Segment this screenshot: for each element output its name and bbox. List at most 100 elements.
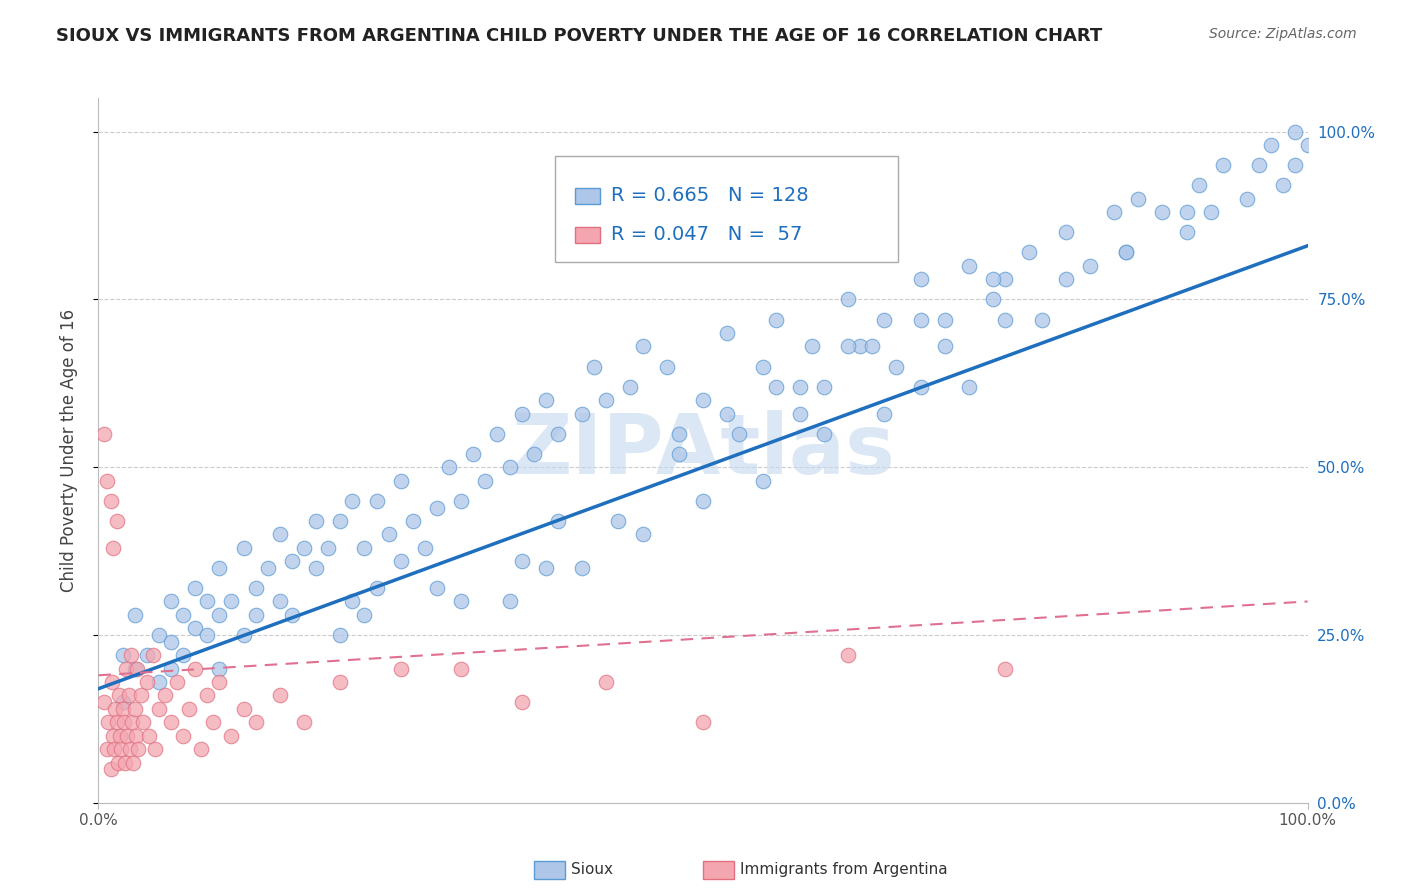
Point xyxy=(910,312,932,326)
Text: SIOUX VS IMMIGRANTS FROM ARGENTINA CHILD POVERTY UNDER THE AGE OF 16 CORRELATION: SIOUX VS IMMIGRANTS FROM ARGENTINA CHILD… xyxy=(56,27,1102,45)
Point xyxy=(994,272,1017,286)
Point xyxy=(389,554,412,568)
Point xyxy=(125,729,148,743)
Point xyxy=(498,594,520,608)
Point xyxy=(143,742,166,756)
Point xyxy=(153,689,176,703)
Point xyxy=(103,742,125,756)
Point xyxy=(208,607,231,622)
Point xyxy=(122,756,145,770)
Point xyxy=(1260,138,1282,153)
Point xyxy=(1212,158,1234,172)
Point xyxy=(132,715,155,730)
Point xyxy=(886,359,908,374)
Point xyxy=(450,662,472,676)
Point xyxy=(232,541,254,555)
Point xyxy=(353,607,375,622)
Point xyxy=(486,426,509,441)
Point xyxy=(127,742,149,756)
Point xyxy=(474,474,496,488)
Point xyxy=(342,594,364,608)
Point xyxy=(1054,225,1077,239)
Point xyxy=(1272,178,1295,193)
Point xyxy=(752,474,775,488)
Point xyxy=(765,312,787,326)
Point xyxy=(547,426,569,441)
Point xyxy=(595,675,617,690)
Point xyxy=(329,514,352,528)
Point xyxy=(232,702,254,716)
Point xyxy=(837,293,859,307)
Point xyxy=(1078,259,1101,273)
Point xyxy=(981,272,1004,286)
Point xyxy=(716,326,738,340)
Point xyxy=(668,426,690,441)
Point xyxy=(728,426,751,441)
Point xyxy=(184,662,207,676)
Point xyxy=(208,561,231,575)
Point xyxy=(1115,245,1137,260)
Point xyxy=(96,742,118,756)
Point xyxy=(437,460,460,475)
Point xyxy=(292,541,315,555)
Point xyxy=(860,339,883,353)
Point xyxy=(160,715,183,730)
Point xyxy=(111,648,134,662)
Point xyxy=(547,514,569,528)
Point xyxy=(135,675,157,690)
Point xyxy=(269,527,291,541)
Point xyxy=(910,272,932,286)
Point xyxy=(1102,205,1125,219)
Point xyxy=(1018,245,1040,260)
Text: Source: ZipAtlas.com: Source: ZipAtlas.com xyxy=(1209,27,1357,41)
Point xyxy=(789,380,811,394)
Point xyxy=(450,594,472,608)
Point xyxy=(127,662,149,676)
Point xyxy=(245,581,267,595)
Point xyxy=(179,702,201,716)
Point xyxy=(510,407,533,421)
Point xyxy=(994,662,1017,676)
Point xyxy=(800,339,823,353)
Point xyxy=(837,339,859,353)
Point xyxy=(208,662,231,676)
Point xyxy=(281,607,304,622)
Text: Immigrants from Argentina: Immigrants from Argentina xyxy=(740,863,948,877)
Point xyxy=(583,359,606,374)
Point xyxy=(111,695,134,709)
Point xyxy=(160,662,183,676)
Point xyxy=(1236,192,1258,206)
Point xyxy=(111,702,134,716)
Point xyxy=(160,594,183,608)
Point xyxy=(138,729,160,743)
Point xyxy=(114,756,136,770)
Point xyxy=(498,460,520,475)
Point xyxy=(316,541,339,555)
Point xyxy=(305,514,328,528)
Point xyxy=(172,729,194,743)
Point xyxy=(692,715,714,730)
Point xyxy=(100,762,122,776)
Point xyxy=(389,474,412,488)
Point xyxy=(631,527,654,541)
Point xyxy=(124,702,146,716)
Point xyxy=(112,715,135,730)
Point xyxy=(571,407,593,421)
Point xyxy=(202,715,225,730)
Point xyxy=(124,662,146,676)
Point xyxy=(1175,205,1198,219)
Text: ZIPAtlas: ZIPAtlas xyxy=(510,410,896,491)
Point xyxy=(849,339,872,353)
Point xyxy=(619,380,641,394)
Point xyxy=(1115,245,1137,260)
Point xyxy=(389,662,412,676)
Point xyxy=(765,380,787,394)
Point xyxy=(166,675,188,690)
Point xyxy=(813,380,835,394)
Point xyxy=(353,541,375,555)
Point xyxy=(1152,205,1174,219)
Point xyxy=(305,561,328,575)
Point xyxy=(1128,192,1150,206)
Point xyxy=(1188,178,1211,193)
Point xyxy=(1175,225,1198,239)
